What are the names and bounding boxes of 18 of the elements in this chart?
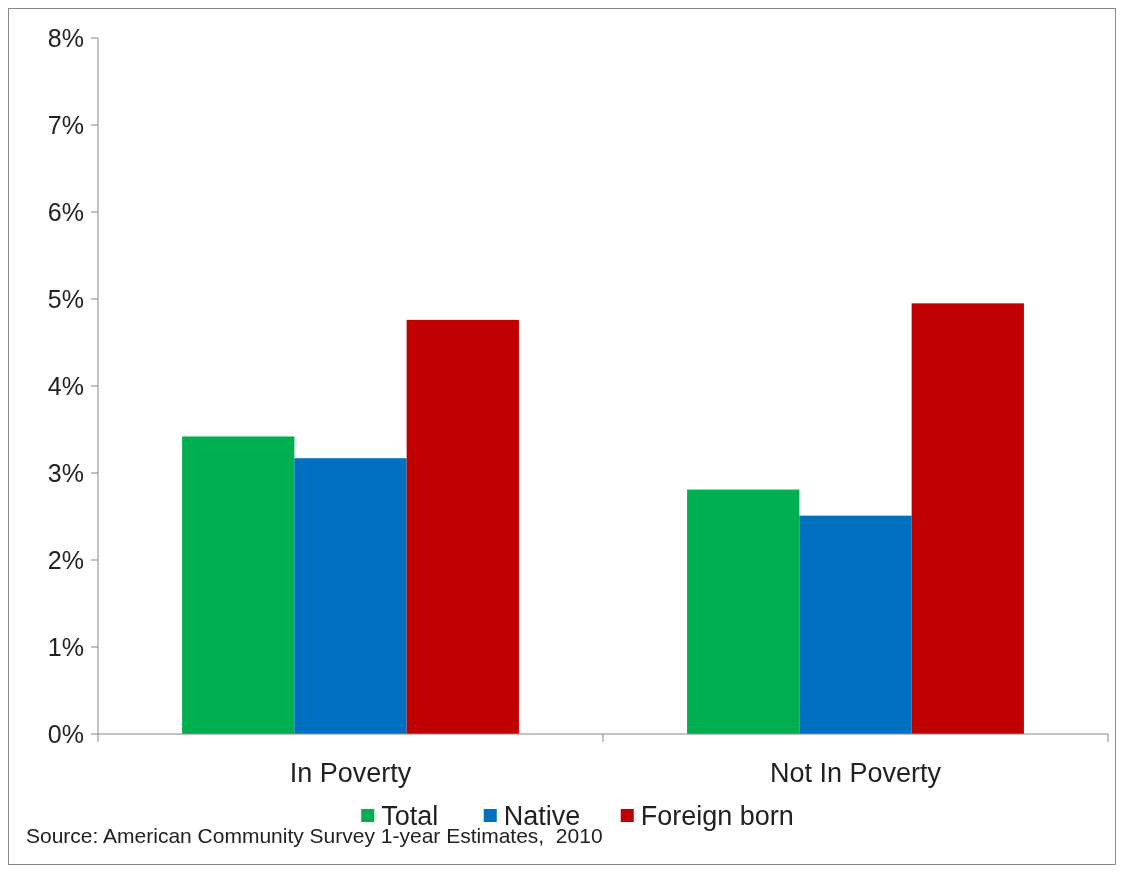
bar	[406, 319, 519, 734]
y-tick-label: 7%	[47, 110, 84, 139]
bar	[182, 436, 295, 734]
bar	[687, 489, 800, 734]
y-tick-label: 1%	[47, 632, 84, 661]
bar	[911, 303, 1024, 734]
bar	[294, 458, 407, 734]
y-tick-label: 0%	[47, 719, 84, 748]
y-tick-label: 5%	[47, 284, 84, 313]
y-tick-label: 6%	[47, 197, 84, 226]
x-tick-label: In Poverty	[289, 758, 412, 788]
y-tick-label: 3%	[47, 458, 84, 487]
y-tick-label: 2%	[47, 545, 84, 574]
x-tick-label: Not In Poverty	[769, 758, 942, 788]
y-tick-label: 8%	[47, 23, 84, 52]
y-tick-label: 4%	[47, 371, 84, 400]
legend-label: Foreign born	[640, 801, 794, 832]
bar	[799, 515, 912, 734]
